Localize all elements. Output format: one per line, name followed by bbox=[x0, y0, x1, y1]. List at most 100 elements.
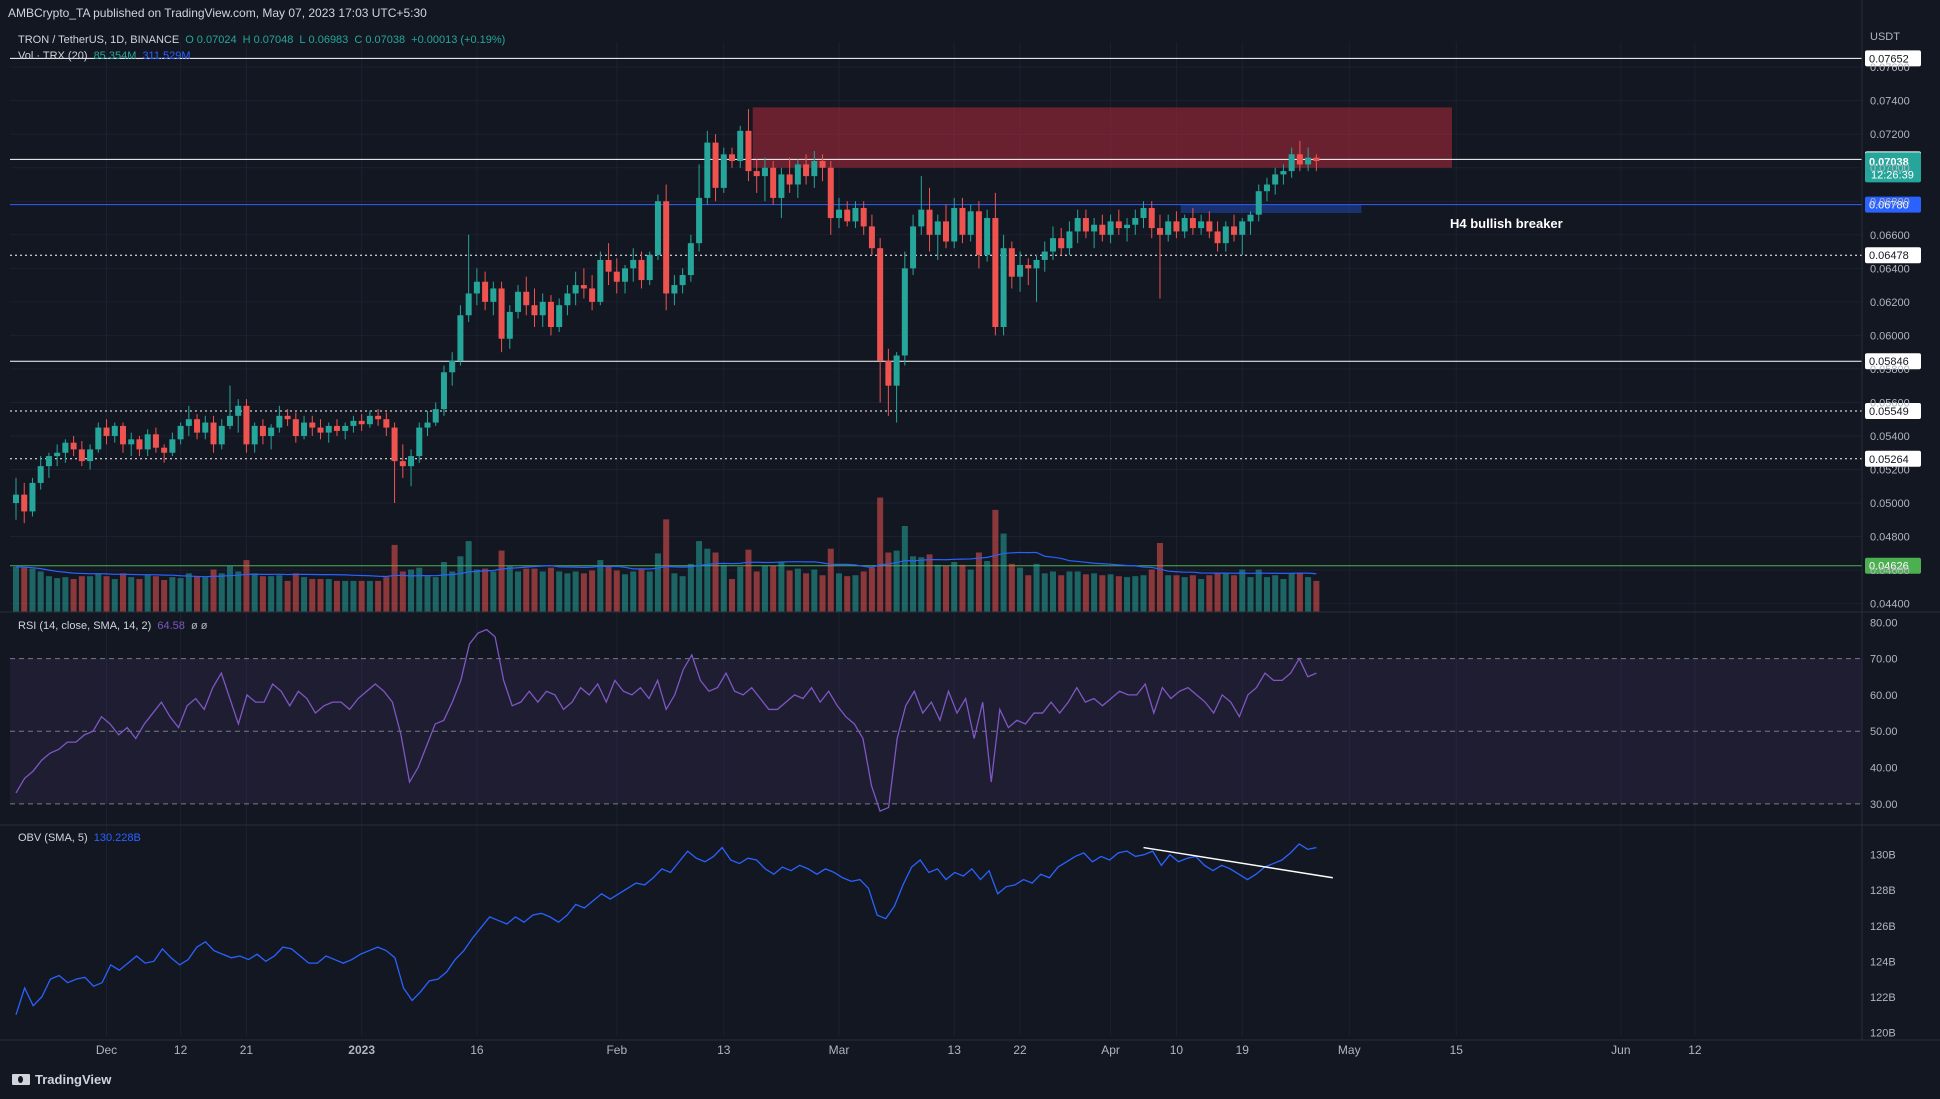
candle-body bbox=[317, 427, 324, 433]
volume-bar bbox=[967, 569, 974, 612]
volume-bar bbox=[827, 548, 834, 612]
candle-body bbox=[975, 211, 982, 255]
y-tick-label: 0.06400 bbox=[1870, 263, 1910, 275]
volume-bar bbox=[202, 577, 209, 612]
candle-body bbox=[375, 415, 382, 420]
candle-body bbox=[424, 422, 431, 428]
candle-body bbox=[37, 466, 44, 483]
candle-body bbox=[605, 259, 612, 272]
volume-bar bbox=[1033, 563, 1040, 612]
rsi-label: RSI (14, close, SMA, 14, 2) bbox=[18, 620, 152, 632]
volume-bar bbox=[984, 561, 991, 612]
price-levels: 0.076520.070500.067800.064780.058460.055… bbox=[10, 50, 1921, 574]
candle-body bbox=[564, 293, 571, 306]
volume-bar bbox=[473, 569, 480, 612]
volume-bar bbox=[169, 577, 176, 612]
volume-bar bbox=[482, 568, 489, 612]
obv-value: 130.228B bbox=[93, 832, 141, 844]
candle-body bbox=[1017, 264, 1024, 277]
candle-body bbox=[325, 425, 332, 433]
volume-bar bbox=[13, 566, 19, 612]
candle-body bbox=[1247, 214, 1254, 222]
obv-pane bbox=[15, 843, 1333, 1015]
volume-bar bbox=[350, 580, 357, 612]
candles bbox=[13, 109, 1320, 524]
rsi-legend: RSI (14, close, SMA, 14, 2) 64.58 ø ø bbox=[18, 620, 210, 632]
chart-grid bbox=[10, 42, 1862, 1036]
volume-bar bbox=[885, 552, 892, 612]
volume-bar bbox=[383, 577, 390, 612]
x-tick-label: May bbox=[1338, 1043, 1361, 1057]
volume-bar bbox=[934, 564, 941, 612]
volume-bar bbox=[152, 576, 159, 612]
volume-bar bbox=[852, 575, 859, 612]
candle-body bbox=[679, 275, 686, 286]
x-tick-label: 10 bbox=[1170, 1043, 1184, 1057]
candle-body bbox=[482, 281, 489, 302]
x-tick-label: Feb bbox=[606, 1043, 627, 1057]
candle-body bbox=[811, 161, 818, 177]
volume-ma-line bbox=[15, 551, 1317, 578]
candle-body bbox=[926, 209, 933, 235]
volume-bar bbox=[811, 569, 818, 612]
candle-body bbox=[901, 268, 908, 356]
price-level-label: 0.05549 bbox=[1869, 406, 1909, 418]
candle-body bbox=[753, 171, 760, 177]
candle-body bbox=[1132, 218, 1139, 225]
tradingview-logo[interactable]: TradingView bbox=[12, 1072, 111, 1087]
candle-body bbox=[440, 372, 447, 410]
volume-bar bbox=[29, 568, 36, 612]
volume-bar bbox=[893, 550, 900, 612]
low-label: L bbox=[299, 34, 306, 46]
volume-bar bbox=[1206, 575, 1213, 612]
candle-body bbox=[70, 442, 77, 450]
rsi-tick-label: 80.00 bbox=[1870, 617, 1898, 629]
candle-body bbox=[1099, 224, 1106, 235]
price-level-tag bbox=[1865, 50, 1921, 67]
volume-bar bbox=[309, 579, 316, 612]
volume-bar bbox=[1214, 573, 1221, 612]
candle-body bbox=[1124, 224, 1131, 229]
candle-body bbox=[95, 427, 102, 450]
volume-bar bbox=[1124, 577, 1131, 612]
candle-body bbox=[29, 482, 36, 512]
candle-body bbox=[358, 420, 365, 425]
y-tick-label: 0.07200 bbox=[1870, 129, 1910, 141]
candle-body bbox=[1066, 231, 1073, 249]
candle-body bbox=[268, 427, 275, 436]
candle-body bbox=[1189, 218, 1196, 229]
candle-body bbox=[161, 447, 168, 453]
volume-bar bbox=[1099, 575, 1106, 612]
price-level-label: 0.07652 bbox=[1869, 53, 1909, 65]
candle-body bbox=[119, 425, 126, 445]
candle-body bbox=[1313, 157, 1320, 162]
candle-body bbox=[918, 209, 925, 227]
volume-bar bbox=[1173, 575, 1180, 612]
volume-bar bbox=[449, 571, 456, 612]
candle-body bbox=[630, 259, 637, 269]
candle-body bbox=[729, 154, 736, 162]
volume-bar bbox=[391, 544, 398, 612]
rsi-pane bbox=[10, 628, 1862, 812]
volume-bar bbox=[819, 575, 826, 612]
volume-bar bbox=[111, 579, 118, 612]
volume-bar bbox=[605, 566, 612, 612]
volume-bar bbox=[70, 579, 77, 612]
candle-body bbox=[613, 271, 620, 282]
volume-bar bbox=[1198, 579, 1205, 612]
candle-body bbox=[515, 291, 522, 312]
y-tick-label: 0.05600 bbox=[1870, 397, 1910, 409]
volume-bar bbox=[671, 573, 678, 612]
candle-body bbox=[177, 425, 184, 440]
candle-body bbox=[1008, 248, 1015, 277]
candle-body bbox=[416, 427, 423, 457]
last-price-tag bbox=[1865, 152, 1921, 183]
x-tick-label: Dec bbox=[96, 1043, 117, 1057]
volume-bar bbox=[62, 577, 69, 612]
close-value: 0.07038 bbox=[365, 34, 406, 46]
volume-bar bbox=[1288, 573, 1295, 612]
volume-bar bbox=[416, 567, 423, 612]
volume-bar bbox=[720, 564, 727, 612]
candle-body bbox=[432, 409, 439, 423]
candle-body bbox=[1305, 157, 1312, 165]
